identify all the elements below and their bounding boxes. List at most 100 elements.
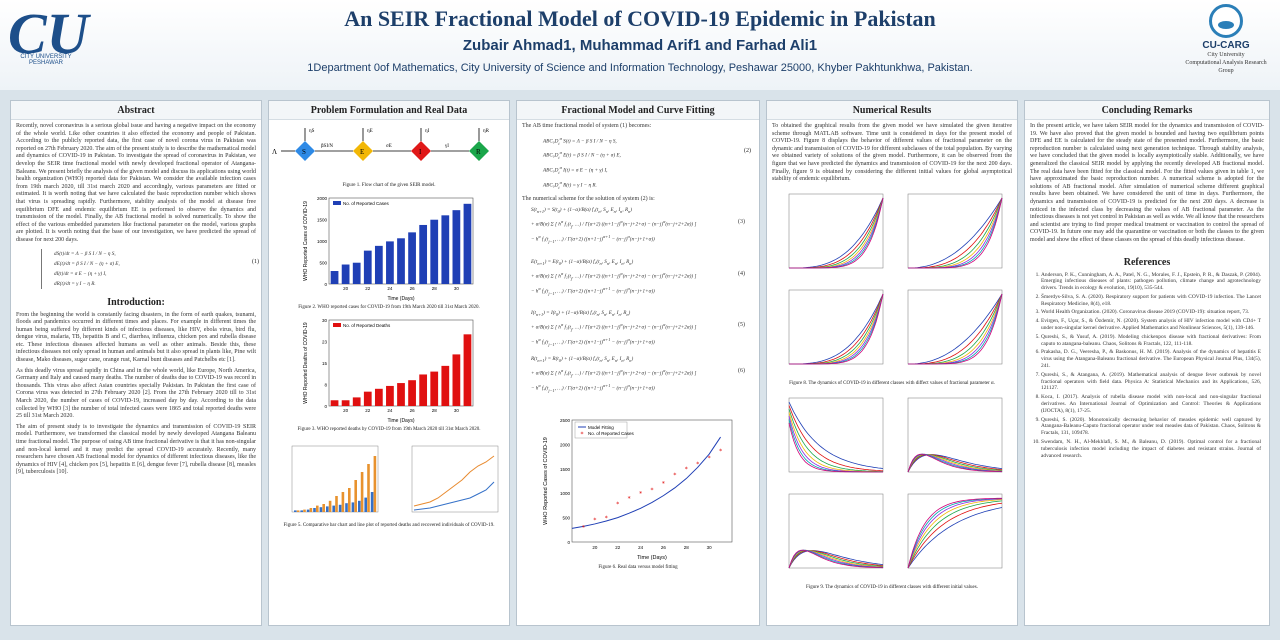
bar [430,219,439,284]
reference-item: Koca, I. (2017). Analysis of rubella dis… [1041,394,1261,414]
reported-case-marker: * [593,516,596,523]
plot-area [907,493,1003,568]
numerical-heading: Numerical Results [767,101,1017,120]
reported-case-marker: * [616,501,619,508]
equation-number-1: (1) [252,258,259,265]
y-tick-label: 2000 [317,196,328,201]
poster-authors: Zubair Ahmad1, Muhammad Arif1 and Farhad… [462,37,818,54]
simulation-curve [907,500,1003,568]
bar [374,245,383,284]
scheme-e-1: E(tn+1) = E(t0) + (1−α)/B(α) f₂(tn, Sn, … [531,258,634,266]
deaths-bar [332,505,335,512]
fig3-bar-chart: 0 8 15 23 30 20 22 24 26 28 30 Time (Days) WHO Repor… [299,314,479,426]
reported-case-marker: * [708,455,711,462]
concluding-heading: Concluding Remarks [1025,101,1269,120]
flow-node-i-label: I [419,148,422,156]
concluding-text: In the present article, we have taken SE… [1030,123,1264,243]
bar [452,354,461,406]
figure-9-grid [767,388,1017,584]
problem-column: Problem Formulation and Real Data Λ S βS… [268,100,510,626]
scheme-intro: The numerical scheme for the solution of… [522,195,655,202]
x-tick-label: 20 [592,545,598,550]
flow-node-s [295,141,315,161]
reported-case-marker: * [582,524,585,531]
x-tick-label: 20 [343,286,349,291]
reference-item: Qureshi, S., & Atangana, A. (2019). Math… [1041,372,1261,392]
bar [341,264,350,284]
simulation-curve [908,293,1003,365]
y-tick-label: 2000 [560,442,571,447]
y-tick-label: 2500 [560,418,571,423]
recovered-bar [309,508,313,512]
y-axis-label: WHO Reported Cases of COVID-19 [303,201,309,281]
x-tick-label: 26 [661,545,667,550]
y-tick-label: 1500 [317,218,328,223]
ab-equation-e: ABC₀Dtα E(t) = β S I / N − (η + σ) E, [543,150,621,161]
reported-case-marker: * [719,447,722,454]
flow-label-eta-i: ηI [425,129,430,134]
equation-number-2: (2) [744,147,751,154]
equation-number-6: (6) [738,367,745,374]
x-axis-label: Time (Days) [387,418,414,424]
reference-item: Prakasha, D. G., Veeresha, P., & Baskonu… [1041,349,1261,369]
bar [419,374,428,406]
y-tick-label: 1500 [560,466,571,471]
poster-affiliation: 1Department 0of Mathematics, City Univer… [307,62,973,74]
equation-number-3: (3) [738,219,745,226]
bar [374,388,383,406]
simulation-curve [788,549,884,568]
bar [397,238,405,284]
model-equations-block: dS(t)/dt = Λ − β S I / N − η S, dE(t)/dt… [41,248,259,289]
plot-area [907,397,1003,472]
introduction-paragraph-2: As this deadly virus spread rapidly in C… [16,367,256,420]
ab-equation-s: ABC₀Dtα S(t) = Λ − β S I / N − η S, [543,135,617,146]
scheme-s-1: S(tn+1) = S(t0) + (1−α)/B(α) f₁(tn, Sn, … [531,207,633,215]
fig9-susceptible-panel [775,393,887,486]
bar [463,203,472,284]
legend-label: No. of Reported Deaths [343,323,391,328]
plot-area [788,289,884,364]
bar [341,400,350,406]
simulation-curve [907,497,1002,568]
flow-node-r [469,141,489,161]
simulation-curve [908,197,1003,269]
x-tick-label: 22 [365,286,371,291]
flow-node-e-label: E [360,148,364,156]
plot-area [788,493,884,568]
simulation-curve [907,453,1003,472]
recovered-bar [360,472,364,512]
y-tick-label: 23 [322,340,328,345]
bar [352,397,361,406]
fig8-susceptible-panel [775,189,887,282]
simulation-curve [789,293,884,365]
flow-label-gamma: γI [445,144,449,149]
plot-area [788,193,884,268]
recovered-bar [316,505,319,512]
fig5-bar-panel [276,440,382,522]
flow-label-beta: βSI/N [321,144,333,149]
fractional-intro: The AB time fractional model of system (… [522,123,652,129]
x-axis-label: Time (Days) [387,296,414,302]
legend-swatch [333,201,341,205]
x-tick-label: 26 [410,286,416,291]
fig5-deaths-line [413,481,495,511]
fig8-exposed-panel [894,189,1006,282]
figure-8-caption: Figure 8. The dynamics of COVID-19 in di… [789,380,995,386]
y-tick-label: 8 [324,383,327,388]
conclusion-column: Concluding Remarks In the present articl… [1024,100,1270,626]
simulation-curve [788,549,884,568]
simulation-curve [907,498,1003,568]
simulation-curve [788,422,883,473]
simulation-curve [907,502,1003,568]
figure-9-caption: Figure 9. The dynamics of COVID-19 in di… [806,584,978,590]
references-heading: References [1123,256,1171,268]
recovered-bar [373,456,377,512]
flow-node-e [353,141,373,161]
flow-node-i [411,141,431,161]
numerical-scheme: S(tn+1) = S(t0) + (1−α)/B(α) f₁(tn, Sn, … [523,205,753,395]
y-tick-label: 30 [322,318,328,323]
simulation-curve [907,453,1003,472]
figure-6-caption: Figure 6. Real data versus model fitting [598,564,678,570]
y-tick-label: 1000 [317,239,328,244]
flow-label-eta-s: ηS [309,129,315,134]
